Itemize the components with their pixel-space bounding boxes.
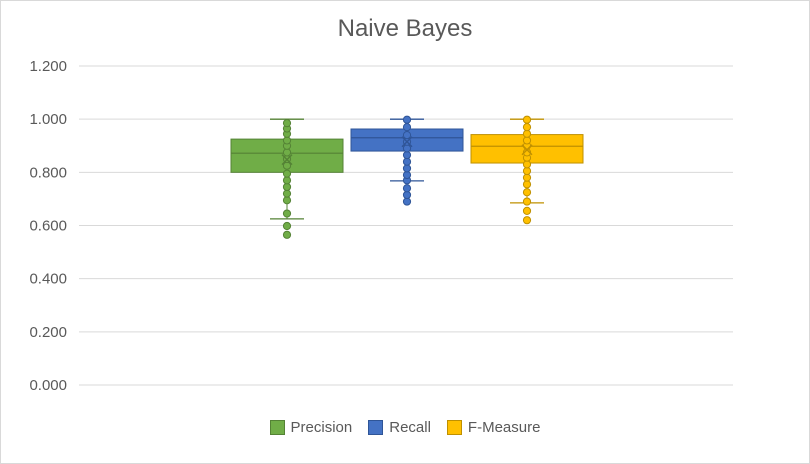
legend-swatch-f-measure bbox=[446, 420, 462, 435]
y-tick-label-0: 0.000 bbox=[29, 377, 67, 394]
box-recall bbox=[350, 115, 464, 206]
outlier-precision-5 bbox=[282, 182, 292, 192]
legend-swatch-precision bbox=[269, 420, 285, 435]
outlier-recall-5 bbox=[402, 164, 412, 173]
outlier-recall-7 bbox=[402, 150, 412, 160]
outlier-precision-6 bbox=[282, 176, 292, 185]
outlier-f-measure-0 bbox=[522, 216, 532, 225]
gridlines bbox=[79, 65, 733, 386]
outlier-f-measure-2 bbox=[522, 197, 532, 206]
outlier-recall-2 bbox=[402, 184, 412, 193]
outlier-f-measure-1 bbox=[522, 206, 532, 215]
outlier-precision-1 bbox=[282, 221, 292, 231]
outlier-recall-1 bbox=[402, 190, 412, 200]
y-axis-ticks: 0.000 0.200 0.400 0.600 0.800 1.000 1.200 bbox=[29, 58, 67, 394]
y-tick-label-4: 0.800 bbox=[29, 164, 67, 181]
box-series bbox=[230, 115, 584, 239]
legend-label-f-measure: F-Measure bbox=[467, 419, 541, 436]
legend: Precision Recall F-Measure bbox=[1, 419, 809, 436]
outlier-precision-10 bbox=[282, 148, 292, 157]
mean-marker-stroke-b-recall bbox=[401, 136, 413, 148]
box-f-measure bbox=[470, 115, 584, 225]
legend-item-recall: Recall bbox=[368, 419, 431, 436]
outlier-f-measure-6 bbox=[522, 166, 532, 176]
outlier-precision-0 bbox=[282, 230, 292, 239]
outlier-f-measure-12 bbox=[522, 129, 532, 138]
legend-label-recall: Recall bbox=[389, 419, 431, 436]
y-tick-label-2: 0.400 bbox=[29, 271, 67, 288]
outlier-precision-4 bbox=[282, 189, 292, 198]
mean-marker-stroke-b-precision bbox=[281, 154, 293, 166]
y-tick-label-1: 0.200 bbox=[29, 324, 67, 341]
mean-marker-precision bbox=[281, 154, 293, 166]
outlier-f-measure-14 bbox=[522, 115, 532, 124]
outlier-f-measure-4 bbox=[522, 180, 532, 189]
outlier-f-measure-3 bbox=[522, 188, 532, 197]
y-tick-label-6: 1.200 bbox=[29, 58, 67, 75]
y-tick-label-5: 1.000 bbox=[29, 111, 67, 128]
outlier-precision-12 bbox=[282, 136, 292, 145]
outlier-precision-3 bbox=[282, 196, 292, 205]
outlier-f-measure-7 bbox=[522, 160, 532, 169]
outlier-recall-4 bbox=[402, 170, 412, 180]
legend-item-f-measure: F-Measure bbox=[446, 419, 541, 436]
outlier-f-measure-5 bbox=[522, 173, 532, 182]
outlier-precision-15 bbox=[282, 119, 292, 128]
outlier-recall-10 bbox=[402, 131, 412, 140]
outlier-precision-7 bbox=[282, 169, 292, 178]
legend-label-precision: Precision bbox=[290, 419, 353, 436]
outlier-recall-8 bbox=[402, 144, 412, 153]
mean-marker-stroke-b-f-measure bbox=[521, 144, 533, 156]
outlier-precision-2 bbox=[282, 209, 292, 218]
legend-item-precision: Precision bbox=[269, 419, 353, 436]
outlier-recall-6 bbox=[402, 157, 412, 166]
outlier-f-measure-11 bbox=[522, 136, 532, 145]
outlier-recall-12 bbox=[402, 115, 412, 124]
box-precision bbox=[230, 118, 344, 239]
outlier-f-measure-13 bbox=[522, 123, 532, 132]
outlier-recall-0 bbox=[402, 197, 412, 206]
mean-marker-recall bbox=[401, 136, 413, 148]
outlier-recall-11 bbox=[402, 123, 412, 132]
mean-marker-f-measure bbox=[521, 144, 533, 156]
outlier-precision-8 bbox=[282, 161, 292, 170]
chart-title: Naive Bayes bbox=[337, 15, 473, 42]
y-tick-label-3: 0.600 bbox=[29, 218, 67, 235]
legend-swatch-recall bbox=[368, 420, 384, 435]
